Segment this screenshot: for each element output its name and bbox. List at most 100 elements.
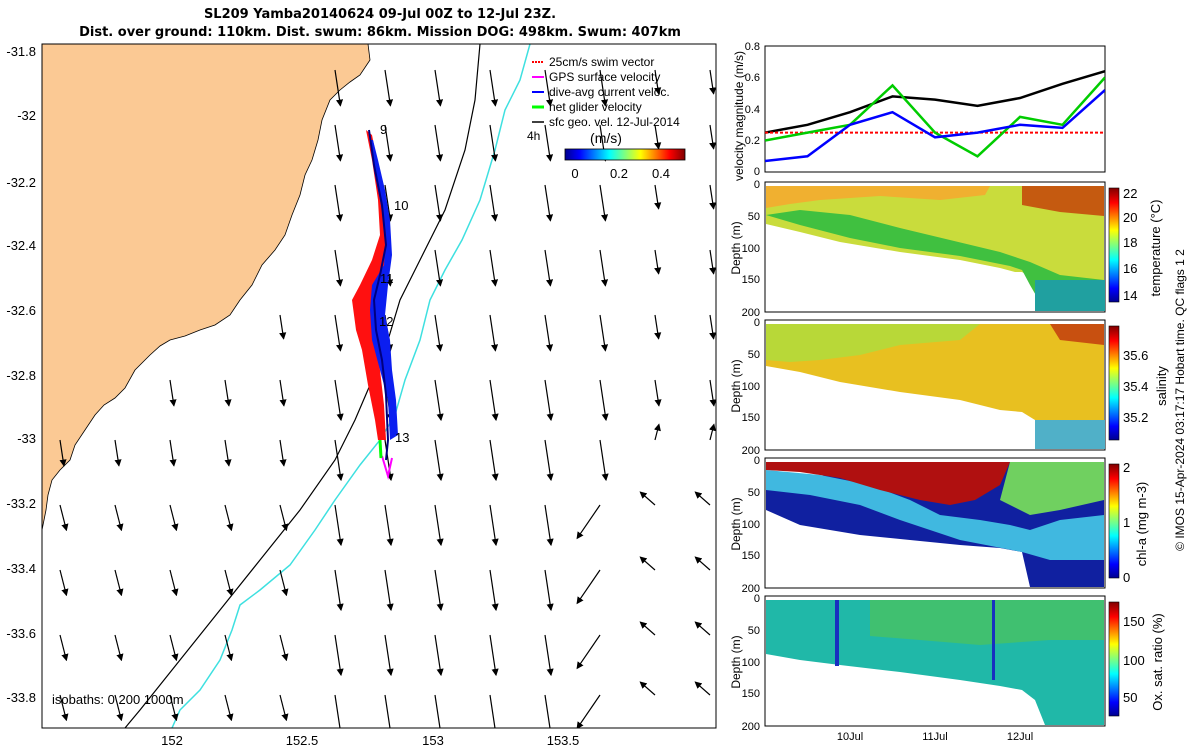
geo-velocity-arrow (544, 439, 554, 482)
geo-velocity-arrow (384, 634, 394, 677)
oxygen-low-streak-1 (835, 600, 839, 666)
geo-velocity-arrow (334, 379, 344, 422)
day-label-12: 12 (379, 314, 393, 329)
geo-velocity-arrow (599, 184, 609, 222)
velocity-ytick: 0.2 (745, 135, 760, 147)
chlorophyll-panel: 0 50 100 150 200 Depth (m) 2 1 0 chl-a (… (729, 455, 1149, 595)
geo-velocity-arrow (434, 184, 444, 222)
velocity-series-group (765, 70, 1105, 163)
geo-velocity-arrow (334, 184, 344, 222)
depth-tick: 50 (748, 487, 760, 499)
map-ytick: -32 (17, 108, 36, 123)
geo-velocity-arrow (279, 314, 287, 340)
cbar-tick: 16 (1123, 261, 1137, 276)
geo-velocity-arrow (114, 634, 124, 662)
cbar-tick: 20 (1123, 210, 1137, 225)
geo-velocity-arrow (434, 694, 441, 728)
map-colorbar-tick: 0.4 (652, 166, 670, 181)
geo-velocity-arrow (384, 184, 394, 222)
legend-net: net glider velocity (549, 100, 642, 114)
geo-velocity-arrow (654, 184, 662, 210)
temperature-panel: 0 50 100 150 200 Depth (m) 22 20 18 16 1… (729, 179, 1163, 319)
legend-swim: 25cm/s swim vector (549, 55, 654, 69)
isobath-200m (124, 44, 481, 728)
temperature-warm-surface-2 (1022, 186, 1104, 216)
depth-tick: 200 (742, 721, 760, 733)
cbar-tick: 14 (1123, 288, 1137, 303)
geo-velocity-arrow (334, 249, 344, 287)
map-ytick: -33.4 (6, 561, 36, 576)
geo-velocity-arrow (709, 69, 716, 95)
depth-tick: 50 (748, 625, 760, 637)
geo-velocity-arrow (694, 621, 711, 636)
time-xtick: 12Jul (1007, 731, 1033, 743)
salinity-deep (1035, 420, 1105, 449)
map-xtick: 152.5 (286, 733, 319, 748)
oxygen-cbar-label: Ox. sat. ratio (%) (1150, 613, 1165, 711)
geo-velocity-arrow (384, 69, 394, 107)
cbar-tick: 18 (1123, 235, 1137, 250)
geo-velocity-arrow (169, 569, 179, 597)
geo-velocity-arrow (384, 439, 394, 482)
geo-velocity-arrow (59, 634, 69, 662)
geo-velocity-arrow (434, 124, 444, 162)
geo-velocity-arrow (114, 504, 124, 532)
legend-current: dive-avg current veloc. (549, 85, 670, 99)
geo-velocity-arrow (334, 314, 344, 352)
geo-velocity-arrow (544, 634, 554, 677)
map-ytick: -32.6 (6, 303, 36, 318)
depth-tick: 150 (742, 550, 760, 562)
depth-tick: 0 (754, 593, 760, 605)
chlorophyll-cbar-label: chl-a (mg m-3) (1134, 482, 1149, 567)
salinity-y-axis: 0 50 100 150 200 (742, 317, 760, 457)
geo-velocity-arrow (576, 504, 601, 540)
map-xtick: 152 (161, 733, 183, 748)
geo-velocity-arrow (59, 569, 69, 597)
figure-title: SL209 Yamba20140624 09-Jul 00Z to 12-Jul… (0, 6, 760, 42)
geo-velocity-arrow (653, 423, 661, 441)
day-label-10: 10 (394, 198, 408, 213)
geo-velocity-arrow (544, 314, 554, 352)
map-colorbar-tick: 0.2 (610, 166, 628, 181)
depth-tick: 0 (754, 179, 760, 191)
geo-velocity-arrow (169, 379, 177, 407)
depth-tick: 200 (742, 445, 760, 457)
chlorophyll-y-axis: 0 50 100 150 200 (742, 455, 760, 595)
velocity-series-line (765, 89, 1105, 163)
salinity-low-surface (766, 324, 980, 362)
depth-tick: 100 (742, 381, 760, 393)
geo-velocity-arrow (334, 569, 344, 612)
map-xtick: 153 (422, 733, 444, 748)
geo-velocity-arrow (654, 124, 662, 150)
velocity-ytick: 0.4 (745, 104, 760, 116)
velocity-ylabel: velocity magnitude (m/s) (732, 51, 746, 181)
map-legend: 25cm/s swim vector GPS surface velocity … (527, 55, 680, 143)
map-colorbar-gradient (564, 148, 686, 161)
geo-velocity-arrow (384, 124, 394, 162)
map-panel: 9 10 11 12 13 -31.8 -32 -32.2 -32.4 -32.… (6, 43, 717, 748)
geo-velocity-arrow (599, 314, 609, 352)
geo-velocity-arrow (489, 694, 496, 728)
geo-velocity-arrow (279, 634, 289, 662)
glider-track (368, 129, 390, 461)
map-xtick: 153.5 (547, 733, 580, 748)
geo-velocity-arrow (599, 439, 609, 482)
salinity-cbar-label: salinity (1154, 366, 1169, 406)
geo-velocity-arrow (489, 314, 499, 352)
temperature-deep (1035, 280, 1105, 311)
geo-velocity-arrow (544, 249, 554, 287)
geo-velocity-arrow (114, 439, 122, 467)
oxygen-y-axis: 0 50 100 150 200 (742, 593, 760, 733)
geo-velocity-arrow (654, 69, 662, 95)
oxygen-colorbar-ticks: 150 100 50 (1123, 614, 1145, 705)
geo-velocity-arrow (709, 124, 716, 150)
geo-velocity-arrow (114, 569, 124, 597)
geo-velocity-arrow (224, 504, 234, 532)
geo-velocity-arrow (694, 681, 711, 696)
geo-velocity-arrow (334, 439, 344, 482)
velocity-ytick: 0.6 (745, 72, 760, 84)
geo-velocity-arrow (334, 504, 344, 547)
geo-velocity-arrow (224, 694, 234, 722)
oxygen-colorbar (1108, 601, 1120, 717)
geo-velocity-arrow (59, 504, 69, 532)
